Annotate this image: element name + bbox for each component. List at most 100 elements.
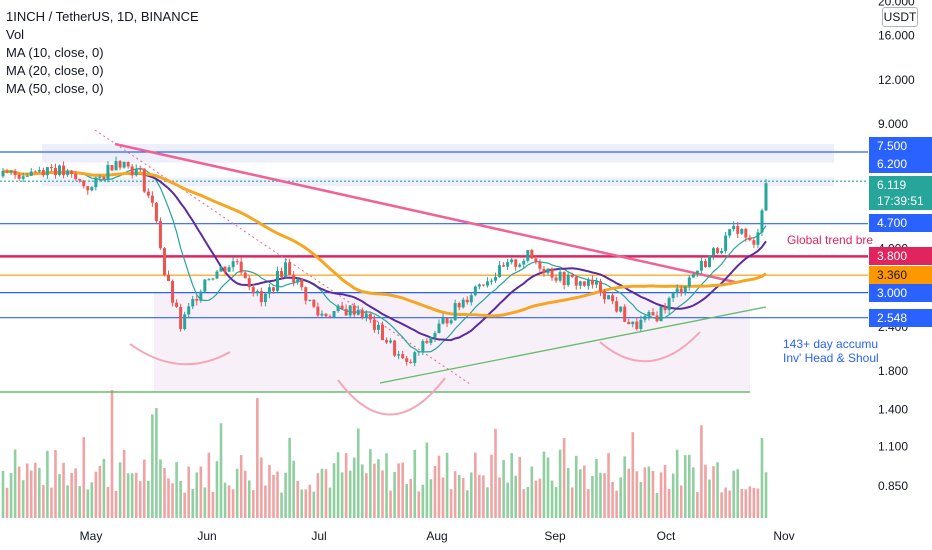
volume-bar [724, 487, 727, 518]
candle-body [41, 170, 45, 176]
volume-bar [397, 463, 400, 518]
volume-bar [429, 479, 433, 518]
candle-body [558, 271, 562, 281]
volume-bar [98, 465, 102, 518]
volume-bar [235, 468, 239, 518]
volume-bar [74, 468, 77, 518]
candle-body [639, 319, 643, 329]
candle-body [195, 299, 199, 301]
candle-body [586, 279, 590, 286]
indicator-ma10[interactable]: MA (10, close, 0) [6, 45, 104, 60]
candle-body [712, 248, 716, 256]
volume-bar [744, 489, 748, 518]
price-axis: 20.00016.00012.0009.0004.0002.4001.8001.… [878, 0, 915, 493]
candle-body [518, 264, 522, 267]
indicator-ma50[interactable]: MA (50, close, 0) [6, 81, 104, 96]
candle-body [53, 168, 57, 176]
candle-body [530, 250, 534, 259]
volume-bar [542, 451, 546, 518]
time-tick-label: Nov [773, 529, 794, 543]
volume-bar [712, 466, 715, 518]
volume-bar [591, 476, 594, 518]
volume-bar [659, 472, 663, 518]
volume-bar [546, 457, 550, 518]
candle-body [510, 259, 514, 263]
indicator-vol[interactable]: Vol [6, 27, 25, 42]
volume-bar [736, 469, 740, 518]
volume-bar [110, 390, 114, 518]
candle-body [296, 279, 300, 283]
volume-bar [469, 472, 473, 518]
candle-body [58, 165, 62, 176]
candle-body [756, 232, 760, 245]
volume-bar [78, 486, 82, 518]
volume-bar [692, 467, 695, 518]
candle-body [457, 303, 461, 308]
candle-body [667, 298, 671, 311]
volume-bar [599, 472, 602, 518]
price-tag-value: 3.800 [877, 249, 907, 263]
candle-body [655, 315, 659, 322]
candle-body [90, 187, 94, 191]
candle-body [187, 306, 191, 315]
candle-body [106, 165, 110, 180]
candle-body [631, 321, 635, 325]
candle-body [316, 306, 320, 316]
volume-bar [502, 460, 505, 518]
candle-body [130, 166, 134, 176]
candle-body [138, 168, 142, 170]
accumulation-zone [154, 292, 750, 392]
chart-legend: 1INCH / TetherUS, 1D, BINANCE Vol MA (10… [6, 8, 199, 98]
candle-body [235, 261, 239, 263]
symbol-title[interactable]: 1INCH / TetherUS, 1D, BINANCE [6, 9, 199, 24]
volume-bar [191, 488, 195, 518]
volume-bar [478, 474, 481, 518]
candle-body [663, 306, 667, 311]
candle-body [413, 352, 417, 363]
volume-bar [595, 459, 598, 518]
candle-body [86, 186, 90, 191]
price-tag-bg [869, 284, 932, 302]
volume-bar [506, 482, 509, 518]
candle-body [546, 268, 550, 273]
candle-body [405, 358, 409, 362]
currency-button[interactable]: USDT [882, 7, 918, 27]
volume-bar [449, 489, 453, 518]
candle-body [271, 287, 275, 291]
volume-bar [308, 484, 312, 518]
volume-bar [716, 462, 719, 518]
volume-bar [118, 462, 122, 518]
time-tick-label: Oct [657, 529, 676, 543]
candle-body [534, 258, 538, 263]
candle-body [122, 161, 126, 168]
candle-body [574, 276, 578, 286]
candle-body [578, 281, 582, 286]
dotted-trend-line [94, 129, 471, 385]
candle-body [526, 250, 530, 261]
candle-body [146, 191, 150, 196]
volume-bar [655, 492, 659, 518]
annotation-head-shoulders: Inv' Head & Shoul [783, 351, 879, 365]
candle-body [506, 262, 510, 267]
countdown-label: 17:39:51 [877, 194, 924, 208]
candle-body [183, 314, 187, 330]
head-arc [337, 377, 446, 416]
candle-body [162, 248, 166, 275]
volume-bar [696, 492, 699, 518]
annotation-trend-break: Global trend bre [787, 233, 873, 247]
indicator-ma20[interactable]: MA (20, close, 0) [6, 63, 104, 78]
candle-body [489, 280, 493, 282]
candle-body [736, 225, 740, 234]
candle-body [485, 281, 489, 286]
volume-bar [227, 485, 231, 518]
volume-bar [728, 490, 731, 518]
candle-body [449, 320, 453, 324]
volume-bar [29, 470, 33, 518]
volume-bar [5, 487, 9, 518]
candle-body [562, 271, 566, 286]
volume-bar [704, 464, 707, 518]
volume-bar [155, 408, 158, 518]
volume-bar [671, 473, 675, 518]
volume-bar [199, 466, 203, 518]
